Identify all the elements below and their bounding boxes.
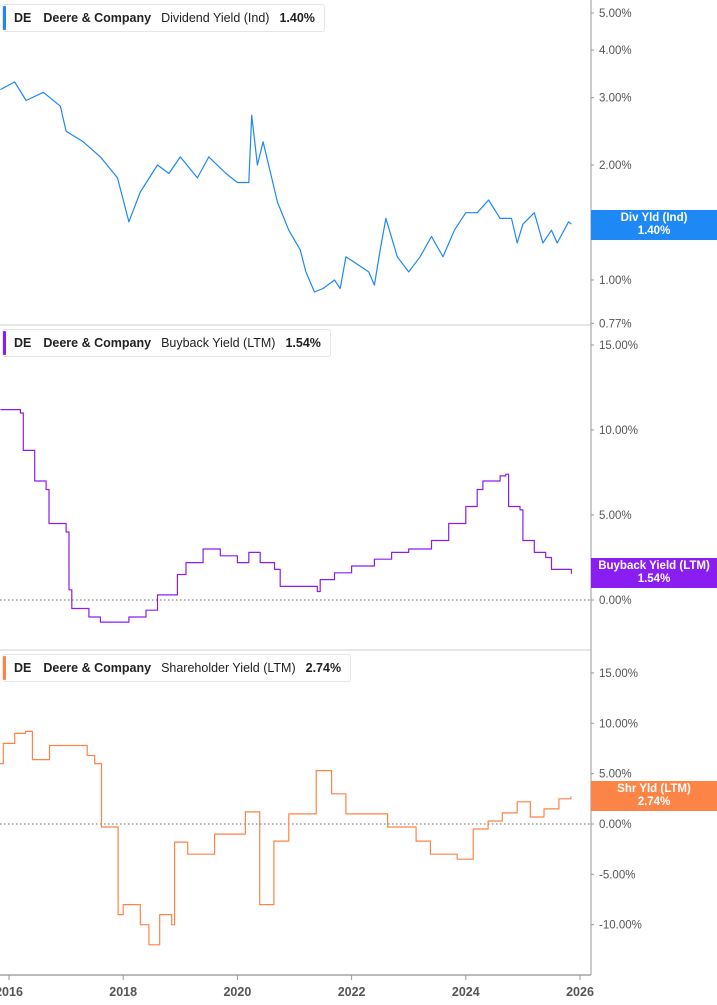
y-tick-label: 5.00% bbox=[599, 769, 632, 781]
y-tick-label: 5.00% bbox=[599, 510, 632, 522]
legend-metric: Shareholder Yield (LTM) bbox=[161, 661, 296, 675]
series-color-swatch bbox=[3, 6, 6, 30]
x-tick-label: 2026 bbox=[566, 985, 594, 999]
y-tick-label: 0.00% bbox=[599, 819, 632, 831]
y-tick-label: 4.00% bbox=[599, 45, 632, 57]
y-tick-label: 3.00% bbox=[599, 93, 632, 105]
last-value-tag-dividend: Div Yld (Ind) 1.40% bbox=[591, 210, 717, 240]
legend-metric: Buyback Yield (LTM) bbox=[161, 336, 276, 350]
tag-value: 1.54% bbox=[637, 573, 671, 585]
panel-shr: 15.00% 10.00% 5.00% 0.00% -5.00% -10.00% bbox=[0, 668, 642, 946]
y-tick-label: 1.00% bbox=[599, 275, 632, 287]
y-tick-label: 15.00% bbox=[599, 668, 638, 680]
last-value-tag-shareholder: Shr Yld (LTM) 2.74% bbox=[591, 781, 717, 811]
series-line-div bbox=[0, 81, 572, 293]
tag-value: 1.40% bbox=[637, 225, 671, 237]
y-tick-label: 0.77% bbox=[599, 318, 632, 330]
legend-company: Deere & Company bbox=[43, 11, 152, 25]
legend-metric: Dividend Yield (Ind) bbox=[161, 11, 270, 25]
legend-ticker: DE bbox=[14, 661, 32, 675]
y-tick-label: -10.00% bbox=[599, 920, 642, 932]
y-tick-label: 5.00% bbox=[599, 8, 632, 20]
y-tick-label: 15.00% bbox=[599, 340, 638, 352]
series-color-swatch bbox=[3, 331, 6, 355]
legend-dividend-yield: DE Deere & Company Dividend Yield (Ind) … bbox=[2, 4, 325, 32]
last-value-tag-buyback: Buyback Yield (LTM) 1.54% bbox=[591, 558, 717, 588]
x-tick-label: 2020 bbox=[223, 985, 251, 999]
legend-value: 2.74% bbox=[305, 661, 342, 675]
y-tick-label: -5.00% bbox=[599, 869, 635, 881]
legend-ticker: DE bbox=[14, 336, 32, 350]
y-tick-label: 10.00% bbox=[599, 718, 638, 730]
y-tick-label: 0.00% bbox=[599, 595, 632, 607]
legend-value: 1.40% bbox=[279, 11, 315, 25]
legend-buyback-yield: DE Deere & Company Buyback Yield (LTM) 1… bbox=[2, 329, 331, 357]
series-line-shr bbox=[0, 730, 572, 946]
legend-company: Deere & Company bbox=[43, 336, 152, 350]
y-tick-label: 2.00% bbox=[599, 160, 632, 172]
x-tick-label: 2016 bbox=[0, 985, 23, 999]
panel-div: 5.00% 4.00% 3.00% 2.00% 1.00% 0.77% bbox=[0, 8, 632, 330]
y-tick-label: 10.00% bbox=[599, 425, 638, 437]
tag-label: Buyback Yield (LTM) bbox=[598, 560, 710, 572]
x-tick-label: 2022 bbox=[338, 985, 366, 999]
legend-company: Deere & Company bbox=[43, 661, 152, 675]
series-line-buy bbox=[0, 409, 572, 623]
panel-buy: 15.00% 10.00% 5.00% 0.00% bbox=[0, 340, 638, 623]
legend-value: 1.54% bbox=[285, 336, 321, 350]
tag-value: 2.74% bbox=[637, 796, 671, 808]
x-tick-label: 2018 bbox=[109, 985, 137, 999]
x-tick-label: 2024 bbox=[452, 985, 480, 999]
tag-label: Div Yld (Ind) bbox=[620, 212, 688, 224]
tag-label: Shr Yld (LTM) bbox=[617, 783, 691, 795]
series-color-swatch bbox=[3, 656, 6, 680]
legend-shareholder-yield: DE Deere & Company Shareholder Yield (LT… bbox=[2, 654, 352, 682]
legend-ticker: DE bbox=[14, 11, 32, 25]
